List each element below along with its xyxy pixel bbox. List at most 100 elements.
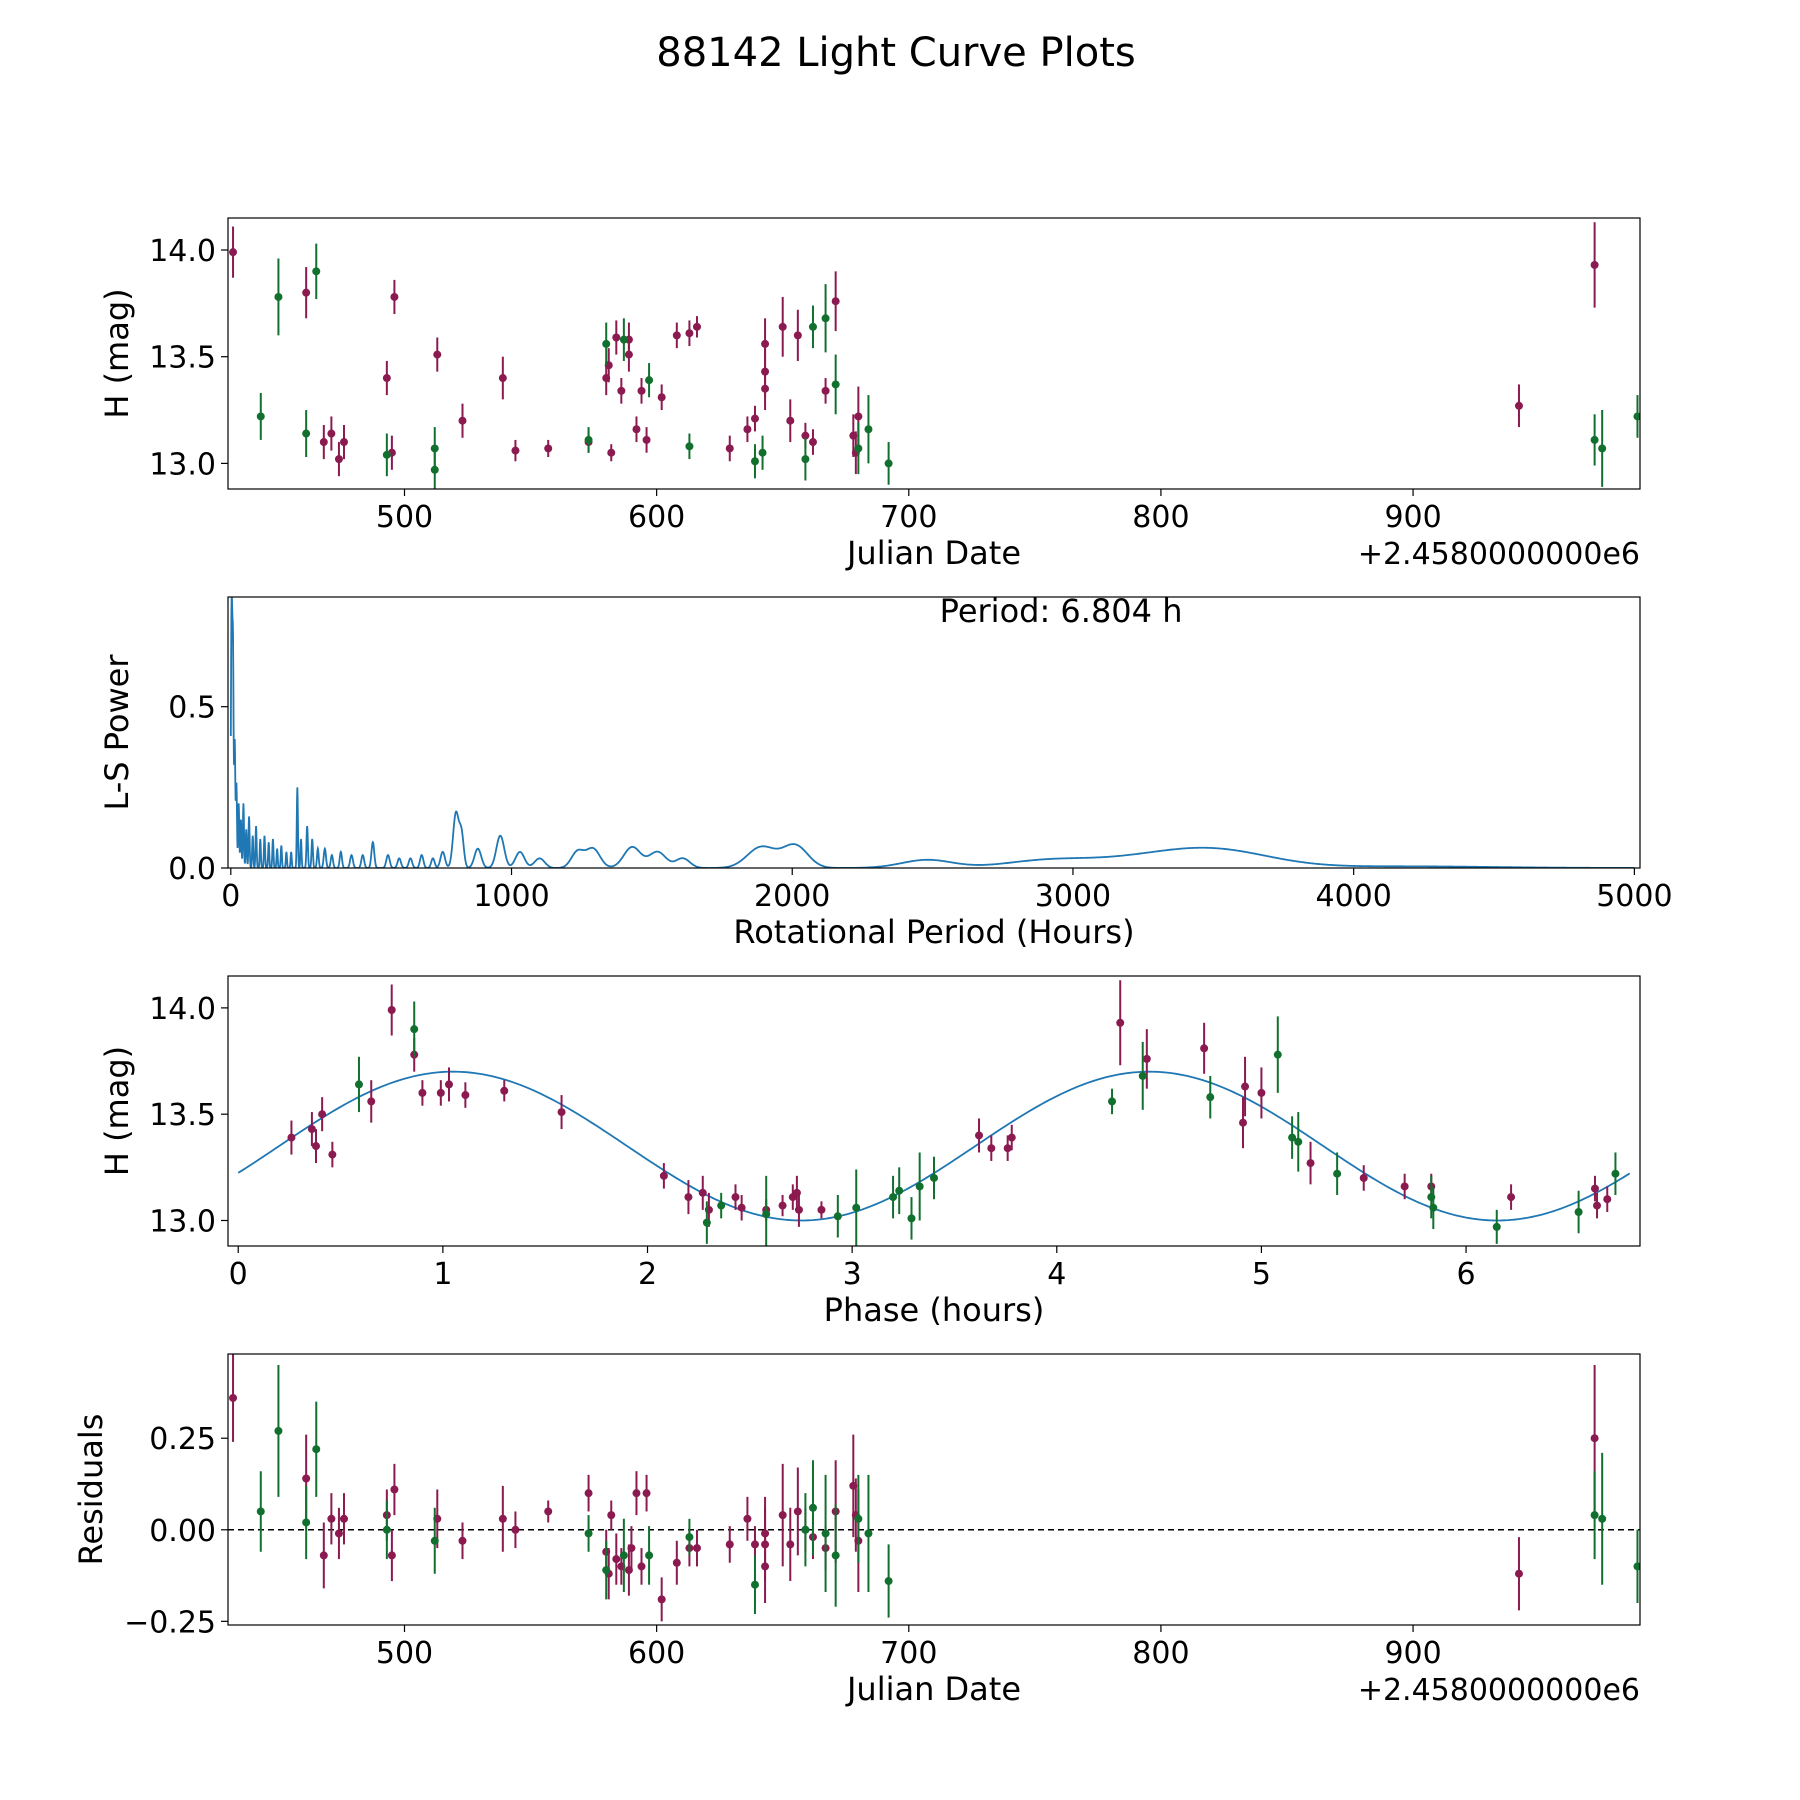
data-point	[801, 455, 810, 464]
data-point	[1007, 1133, 1016, 1142]
phase-series-filter_a	[287, 980, 1612, 1227]
data-point	[1633, 412, 1640, 421]
data-point	[1206, 1093, 1215, 1102]
x-tick-label: 800	[1132, 500, 1189, 535]
data-point	[831, 297, 840, 306]
residuals-frame	[227, 1353, 1641, 1626]
y-tick-label: 13.5	[149, 1098, 216, 1133]
data-point	[808, 322, 817, 331]
data-point	[557, 1108, 566, 1117]
data-point	[544, 1507, 553, 1516]
data-point	[762, 1210, 771, 1219]
data-point	[637, 386, 646, 395]
data-point	[627, 1544, 636, 1553]
data-point	[619, 1551, 628, 1560]
x-tick-label: 4000	[1315, 879, 1391, 914]
panel-periodogram: Period: 6.804 h 0 1000 2000 3000 4000 5000 0.0 0…	[98, 592, 1673, 951]
data-point	[339, 438, 348, 447]
data-point	[793, 331, 802, 340]
data-point	[511, 1525, 520, 1534]
data-point	[854, 444, 863, 453]
data-point	[1116, 1018, 1125, 1027]
data-point	[1574, 1207, 1583, 1216]
data-point	[737, 1203, 746, 1212]
y-tick-label: 13.0	[149, 1204, 216, 1239]
data-point	[758, 448, 767, 457]
y-tick-label: 13.5	[149, 341, 216, 376]
data-point	[831, 380, 840, 389]
data-point	[808, 1503, 817, 1512]
data-point	[750, 414, 759, 423]
data-point	[685, 1533, 694, 1542]
data-point	[445, 1080, 454, 1089]
data-point	[659, 1171, 668, 1180]
data-point	[1138, 1071, 1147, 1080]
data-point	[778, 1511, 787, 1520]
data-point	[602, 1566, 611, 1575]
data-point	[685, 442, 694, 451]
data-point	[1273, 1050, 1282, 1059]
lightcurve-offset-label: +2.4580000000e6	[1358, 537, 1640, 572]
data-point	[1108, 1097, 1117, 1106]
data-point	[436, 1088, 445, 1097]
data-point	[717, 1201, 726, 1210]
x-tick-label: 700	[880, 500, 937, 535]
data-point	[1598, 1514, 1607, 1523]
data-point	[327, 1514, 336, 1523]
data-point	[1294, 1137, 1303, 1146]
x-tick-label: 0	[221, 879, 240, 914]
x-tick-label: 3	[843, 1257, 862, 1292]
data-point	[725, 1540, 734, 1549]
data-point	[692, 1544, 701, 1553]
lightcurve-xlabel: Julian Date	[845, 534, 1021, 572]
data-point	[256, 412, 265, 421]
data-point	[743, 1514, 752, 1523]
data-point	[584, 1489, 593, 1498]
data-point	[1200, 1044, 1209, 1053]
data-point	[311, 1142, 320, 1151]
data-point	[312, 1445, 321, 1454]
data-point	[864, 1529, 873, 1538]
data-point	[821, 386, 830, 395]
data-point	[387, 1006, 396, 1015]
data-point	[584, 1529, 593, 1538]
data-point	[387, 1551, 396, 1560]
residuals-ylabel: Residuals	[72, 1414, 110, 1566]
x-tick-label: 700	[880, 1636, 937, 1671]
data-point	[430, 465, 439, 474]
data-point	[750, 457, 759, 466]
y-tick-label: 0.0	[168, 852, 216, 887]
data-point	[884, 1577, 893, 1586]
y-tick-label: −0.25	[124, 1605, 216, 1640]
data-point	[287, 1133, 296, 1142]
data-point	[1590, 1511, 1599, 1520]
data-point	[915, 1182, 924, 1191]
data-point	[430, 1536, 439, 1545]
phase-plot-area	[237, 980, 1631, 1246]
data-point	[382, 450, 391, 459]
x-tick-label: 5	[1252, 1257, 1271, 1292]
data-point	[645, 376, 654, 385]
data-point	[498, 1514, 507, 1523]
data-point	[1598, 444, 1607, 453]
data-point	[750, 1540, 759, 1549]
data-point	[607, 1511, 616, 1520]
data-point	[229, 1393, 238, 1402]
data-point	[1492, 1222, 1501, 1231]
data-point	[831, 1551, 840, 1560]
data-point	[642, 435, 651, 444]
data-point	[698, 1188, 707, 1197]
data-point	[1590, 435, 1599, 444]
phase-series-filter_b	[354, 1001, 1620, 1246]
data-point	[418, 1088, 427, 1097]
data-point	[1239, 1118, 1248, 1127]
data-point	[334, 455, 343, 464]
data-point	[612, 1555, 621, 1564]
data-point	[1590, 260, 1599, 269]
data-point	[1306, 1159, 1315, 1168]
data-point	[1142, 1054, 1151, 1063]
data-point	[1429, 1203, 1438, 1212]
y-tick-label: 14.0	[149, 234, 216, 269]
periodogram-plot-area	[229, 597, 1635, 868]
